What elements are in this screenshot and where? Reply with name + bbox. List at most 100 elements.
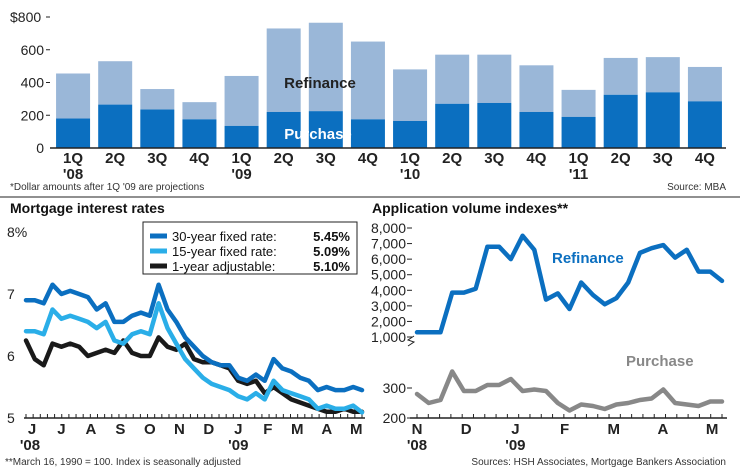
- apps-xtick-label: A: [658, 421, 669, 438]
- bar-purchase: [645, 92, 680, 148]
- bar-xtick-year: '10: [400, 166, 420, 183]
- apps-ytick-label: 1,000: [371, 329, 406, 345]
- rates-ytick-label: 7: [7, 286, 15, 302]
- rates-xtick-year: '09: [228, 437, 248, 454]
- apps-xtick-label: N: [412, 421, 423, 438]
- apps-xtick-label: M: [706, 421, 719, 438]
- bar-refinance: [56, 73, 91, 119]
- apps-xtick-label: F: [560, 421, 569, 438]
- bar-xtick-year: '09: [231, 166, 251, 183]
- bar-xtick-label: 4Q: [526, 150, 546, 167]
- bar-refinance: [98, 61, 133, 105]
- bar-refinance: [140, 89, 175, 110]
- rates-legend-label: 1-year adjustable:: [172, 259, 275, 274]
- apps-xtick-label: M: [608, 421, 621, 438]
- apps-xtick-year: '09: [505, 437, 525, 454]
- rates-footnote: **March 16, 1990 = 100. Index is seasona…: [5, 457, 241, 468]
- rates-chart: Mortgage interest rates 8% 7 6 5 J J A S O N D J F M…: [5, 200, 365, 468]
- rates-legend-label: 30-year fixed rate:: [172, 229, 277, 244]
- rates-line: [23, 282, 365, 393]
- bar-label-refinance: Refinance: [284, 75, 356, 92]
- bar-xtick-label: 3Q: [484, 150, 504, 167]
- rates-xtick-year: '08: [20, 437, 40, 454]
- apps-line: [414, 233, 725, 335]
- bar-refinance: [687, 66, 722, 102]
- bar-purchase: [266, 111, 301, 148]
- bar-refinance: [182, 102, 217, 120]
- apps-chart: Application volume indexes** 8,0007,0006…: [371, 200, 727, 468]
- bar-purchase: [350, 119, 385, 148]
- bar-purchase: [224, 125, 259, 148]
- bar-refinance: [224, 75, 259, 126]
- bar-purchase: [519, 111, 554, 148]
- bar-purchase: [98, 104, 133, 148]
- rates-xtick-label: O: [144, 421, 156, 438]
- bar-xtick-label: 4Q: [695, 150, 715, 167]
- apps-title: Application volume indexes**: [372, 200, 569, 216]
- bar-refinance: [645, 57, 680, 93]
- rates-xtick-label: M: [350, 421, 363, 438]
- bar-purchase: [182, 119, 217, 148]
- bar-xtick-label: 4Q: [189, 150, 209, 167]
- rates-legend-value: 5.45%: [313, 229, 350, 244]
- apps-ytick-label: 6,000: [371, 251, 406, 267]
- apps-ytick-label: 300: [383, 380, 407, 396]
- bar-xtick-label: 4Q: [358, 150, 378, 167]
- bar-refinance: [477, 54, 512, 103]
- rates-line: [23, 301, 365, 415]
- bar-xtick-label: 1Q: [569, 150, 589, 167]
- apps-ytick-label: 4,000: [371, 282, 406, 298]
- bar-ytick-label: 400: [21, 75, 45, 91]
- rates-ytick-label: 6: [7, 348, 15, 364]
- bar-xtick-label: 1Q: [63, 150, 83, 167]
- bar-ytick-label: 600: [21, 42, 45, 58]
- bar-purchase: [603, 94, 638, 148]
- rates-ytick-label: 8%: [7, 224, 27, 240]
- bar-ytick-label: $800: [10, 9, 41, 25]
- bar-ytick-label: 200: [21, 107, 45, 123]
- bar-refinance: [561, 89, 596, 117]
- apps-xtick-label: D: [461, 421, 472, 438]
- bar-xtick-label: 3Q: [147, 150, 167, 167]
- apps-label-purchase: Purchase: [626, 353, 694, 370]
- rates-xtick-label: J: [28, 421, 36, 438]
- bar-purchase: [393, 120, 428, 148]
- apps-xtick-year: '08: [407, 437, 427, 454]
- bar-purchase: [561, 116, 596, 148]
- bar-purchase: [435, 103, 470, 148]
- apps-label-refinance: Refinance: [552, 250, 624, 267]
- rates-xtick-label: J: [234, 421, 242, 438]
- bar-xtick-label: 3Q: [316, 150, 336, 167]
- rates-xtick-label: D: [203, 421, 214, 438]
- bar-source: Source: MBA: [667, 182, 726, 193]
- bar-purchase: [477, 102, 512, 148]
- bar-purchase: [308, 111, 343, 148]
- rates-xtick-label: N: [174, 421, 185, 438]
- rates-legend-value: 5.09%: [313, 244, 350, 259]
- bar-purchase: [140, 109, 175, 148]
- bar-refinance: [308, 22, 343, 112]
- apps-ytick-label: 8,000: [371, 220, 406, 236]
- bar-refinance: [393, 69, 428, 121]
- bar-purchase: [687, 101, 722, 148]
- bar-xtick-label: 2Q: [274, 150, 294, 167]
- bar-xtick-label: 3Q: [653, 150, 673, 167]
- rates-legend-label: 15-year fixed rate:: [172, 244, 277, 259]
- bar-refinance: [350, 41, 385, 120]
- bar-xtick-label: 2Q: [105, 150, 125, 167]
- apps-ytick-label: 200: [383, 410, 407, 426]
- apps-ytick-label: 2,000: [371, 313, 406, 329]
- axis-break-icon: [406, 335, 416, 347]
- bar-purchase: [56, 118, 91, 148]
- bar-xtick-label: 1Q: [232, 150, 252, 167]
- bar-refinance: [603, 57, 638, 95]
- rates-ytick-label: 5: [7, 410, 15, 426]
- apps-ytick-label: 5,000: [371, 267, 406, 283]
- bar-refinance: [435, 54, 470, 104]
- apps-ytick-label: 3,000: [371, 298, 406, 314]
- bar-label-purchase: Purchase: [284, 126, 352, 143]
- rates-line: [23, 335, 365, 415]
- rates-xtick-label: J: [57, 421, 65, 438]
- apps-ytick-label: 7,000: [371, 236, 406, 252]
